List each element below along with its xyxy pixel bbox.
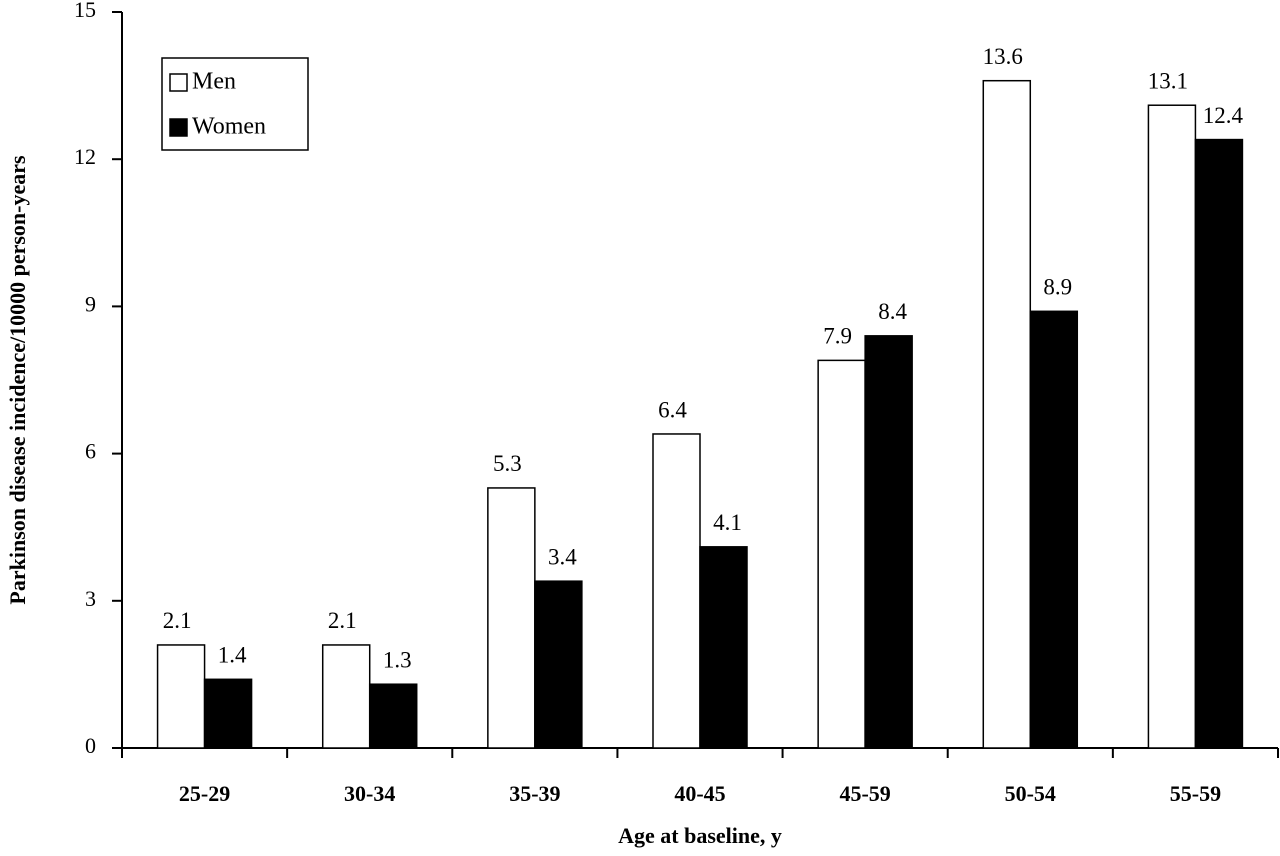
value-label: 3.4: [548, 544, 577, 569]
bar: [487, 487, 536, 749]
bar: [1147, 104, 1197, 749]
y-tick-label: 0: [85, 733, 96, 758]
value-label: 2.1: [163, 608, 192, 633]
x-tick-label: 50-54: [1005, 781, 1056, 806]
y-tick-label: 6: [85, 439, 96, 464]
bar: [534, 580, 583, 749]
bar: [817, 359, 866, 749]
value-label: 5.3: [493, 451, 522, 476]
x-tick-label: 55-59: [1170, 781, 1221, 806]
value-label: 13.1: [1148, 69, 1188, 94]
x-tick-label: 30-34: [344, 781, 395, 806]
value-label: 6.4: [658, 397, 687, 422]
legend-label: Men: [192, 69, 236, 95]
bar: [156, 644, 206, 749]
bar: [1029, 310, 1079, 749]
legend-swatch: [169, 73, 188, 92]
bar: [1194, 138, 1244, 749]
legend-swatch: [169, 118, 188, 137]
value-label: 8.4: [878, 299, 907, 324]
y-axis-title: Parkinson disease incidence/10000 person…: [5, 155, 30, 605]
y-tick-label: 3: [85, 586, 96, 611]
y-tick-label: 12: [74, 144, 96, 169]
x-tick-label: 25-29: [179, 781, 230, 806]
value-label: 1.4: [218, 643, 247, 668]
value-label: 13.6: [983, 44, 1023, 69]
x-tick-label: 45-59: [839, 781, 890, 806]
bar: [699, 546, 748, 749]
value-label: 1.3: [383, 647, 412, 672]
value-label: 2.1: [328, 608, 357, 633]
bar: [652, 433, 701, 749]
x-tick-label: 35-39: [509, 781, 560, 806]
y-tick-label: 9: [85, 291, 96, 316]
bar: [321, 644, 371, 749]
value-label: 7.9: [823, 324, 852, 349]
value-label: 8.9: [1043, 275, 1072, 300]
value-label: 4.1: [713, 510, 742, 535]
x-tick-label: 40-45: [674, 781, 725, 806]
value-label: 12.4: [1203, 103, 1244, 128]
x-axis-title: Age at baseline, y: [618, 823, 782, 848]
bar: [864, 335, 913, 749]
y-tick-label: 15: [74, 0, 96, 22]
bar: [203, 678, 253, 749]
bar: [368, 683, 418, 749]
bar: [982, 79, 1032, 749]
legend-label: Women: [192, 114, 266, 140]
